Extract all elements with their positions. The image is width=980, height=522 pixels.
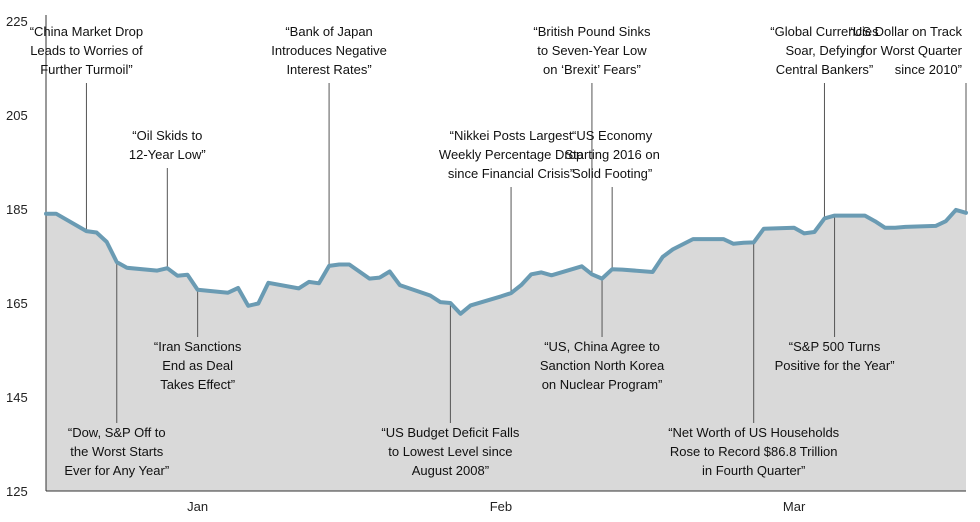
annotation-line: August 2008” <box>412 463 489 478</box>
annotation-line: “British Pound Sinks <box>533 24 651 39</box>
annotation-line: Weekly Percentage Drop <box>439 147 583 162</box>
annotation-line: “Nikkei Posts Largest <box>450 128 573 143</box>
axis-layer: 225 205 185 165 145 125 Jan Feb Mar <box>6 14 966 514</box>
annotation-line: to Seven-Year Low <box>537 43 647 58</box>
annotation-label: “US Dollar on Track for Worst Quarter sinc… <box>849 24 963 77</box>
area-fill <box>46 209 966 491</box>
annotation-label: “S&P 500 Turns Positive for the Year” <box>775 339 895 373</box>
area-layer <box>46 209 966 491</box>
annotation-label: “Iran Sanctions End as Deal Takes Effect” <box>154 339 242 392</box>
annotation-label: “US Budget Deficit Falls to Lowest Level … <box>381 425 519 478</box>
annotation-line: Positive for the Year” <box>775 358 895 373</box>
annotation-line: “S&P 500 Turns <box>789 339 881 354</box>
annotation-line: Soar, Defying <box>785 43 863 58</box>
annotation-line: “US Budget Deficit Falls <box>381 425 519 440</box>
annotation-label: “British Pound Sinks to Seven-Year Low on … <box>533 24 651 77</box>
x-tick-label: Feb <box>490 499 512 514</box>
annotation-label: “Net Worth of US Households Rose to Recor… <box>668 425 839 478</box>
annotation-line: on ‘Brexit’ Fears” <box>543 62 641 77</box>
y-tick-label: 165 <box>6 296 28 311</box>
annotation-line: in Fourth Quarter” <box>702 463 805 478</box>
annotation-label: “Dow, S&P Off to the Worst Starts Ever for… <box>64 425 169 478</box>
annotation-line: since 2010” <box>895 62 962 77</box>
y-tick-label: 125 <box>6 484 28 499</box>
y-tick-label: 225 <box>6 14 28 29</box>
annotation-line: “Dow, S&P Off to <box>68 425 166 440</box>
annotation-line: “China Market Drop <box>30 24 143 39</box>
annotation-line: Rose to Record $86.8 Trillion <box>670 444 838 459</box>
annotation-line: Solid Footing” <box>572 166 652 181</box>
y-tick-label: 145 <box>6 390 28 405</box>
leader-layer <box>85 83 967 423</box>
annotation-line: “US Dollar on Track <box>849 24 963 39</box>
annotation-label: “Nikkei Posts Largest Weekly Percentage D… <box>439 128 583 181</box>
annotation-line: “Iran Sanctions <box>154 339 242 354</box>
line-layer <box>44 207 968 316</box>
annotation-label: “US, China Agree to Sanction North Korea o… <box>540 339 665 392</box>
annotation-line: Takes Effect” <box>160 377 235 392</box>
annotation-line: “Net Worth of US Households <box>668 425 839 440</box>
annotation-line: Further Turmoil” <box>40 62 132 77</box>
annotation-line: for Worst Quarter <box>862 43 963 58</box>
annotation-line: to Lowest Level since <box>388 444 512 459</box>
annotation-line: Central Bankers” <box>776 62 874 77</box>
annotation-line: Leads to Worries of <box>30 43 143 58</box>
annotation-line: “Bank of Japan <box>285 24 372 39</box>
annotation-line: “US Economy <box>572 128 653 143</box>
annotation-line: since Financial Crisis” <box>448 166 574 181</box>
series-line <box>44 207 968 316</box>
annotation-line: on Nuclear Program” <box>542 377 663 392</box>
annotation-line: Starting 2016 on <box>564 147 659 162</box>
annotation-line: Interest Rates” <box>286 62 371 77</box>
annotation-label: “Oil Skids to 12-Year Low” <box>129 128 206 162</box>
x-tick-label: Mar <box>783 499 806 514</box>
annotation-label: “Global Currencies Soar, Defying Central B… <box>770 24 879 77</box>
annotation-label: “US Economy Starting 2016 on Solid Footing… <box>564 128 659 181</box>
annotation-label: “China Market Drop Leads to Worries of Fur… <box>30 24 143 77</box>
annotation-line: 12-Year Low” <box>129 147 206 162</box>
annotation-line: “Global Currencies <box>770 24 879 39</box>
annotation-label: “Bank of Japan Introduces Negative Interes… <box>271 24 387 77</box>
label-layer: “China Market Drop Leads to Worries of Fur… <box>30 24 963 478</box>
annotation-line: the Worst Starts <box>70 444 163 459</box>
annotation-line: End as Deal <box>162 358 233 373</box>
annotation-line: Sanction North Korea <box>540 358 665 373</box>
y-tick-label: 185 <box>6 202 28 217</box>
x-tick-label: Jan <box>187 499 208 514</box>
annotation-line: Introduces Negative <box>271 43 387 58</box>
annotation-line: “US, China Agree to <box>544 339 660 354</box>
y-tick-label: 205 <box>6 108 28 123</box>
annotation-line: Ever for Any Year” <box>64 463 169 478</box>
annotation-line: “Oil Skids to <box>132 128 202 143</box>
